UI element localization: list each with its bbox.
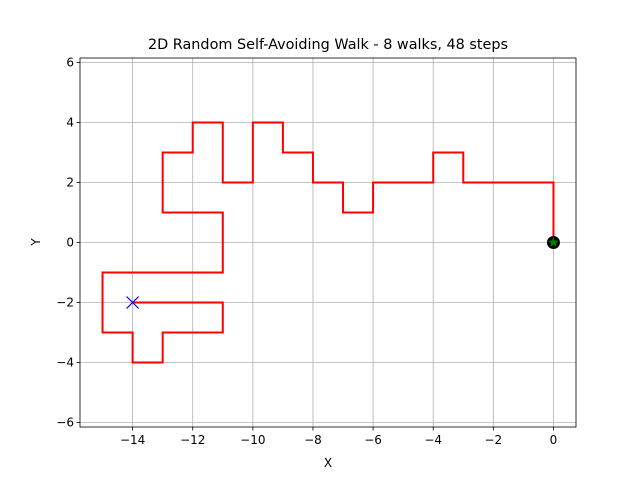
y-tick-label: 0 bbox=[66, 236, 74, 250]
end-marker bbox=[126, 296, 140, 309]
plot-frame bbox=[79, 57, 577, 428]
y-tick-label: −4 bbox=[56, 356, 74, 370]
x-tick-label: −14 bbox=[120, 433, 145, 447]
x-tick-label: −12 bbox=[180, 433, 205, 447]
chart-title: 2D Random Self-Avoiding Walk - 8 walks, … bbox=[148, 37, 508, 53]
x-tick-label: −4 bbox=[424, 433, 442, 447]
x-tick-label: −6 bbox=[364, 433, 382, 447]
y-axis-label: Y bbox=[29, 238, 43, 247]
y-tick-label: −2 bbox=[56, 296, 74, 310]
y-tick-label: −6 bbox=[56, 416, 74, 430]
x-axis-label: X bbox=[324, 456, 332, 470]
y-tick-label: 4 bbox=[66, 116, 74, 130]
x-tick-label: −2 bbox=[484, 433, 502, 447]
x-tick-label: −10 bbox=[240, 433, 265, 447]
start-star bbox=[548, 237, 559, 247]
walk-line bbox=[101, 121, 555, 364]
x-tick-label: 0 bbox=[550, 433, 558, 447]
y-tick-label: 2 bbox=[66, 176, 74, 190]
x-tick-label: −8 bbox=[304, 433, 322, 447]
y-tick-label: 6 bbox=[66, 56, 74, 70]
